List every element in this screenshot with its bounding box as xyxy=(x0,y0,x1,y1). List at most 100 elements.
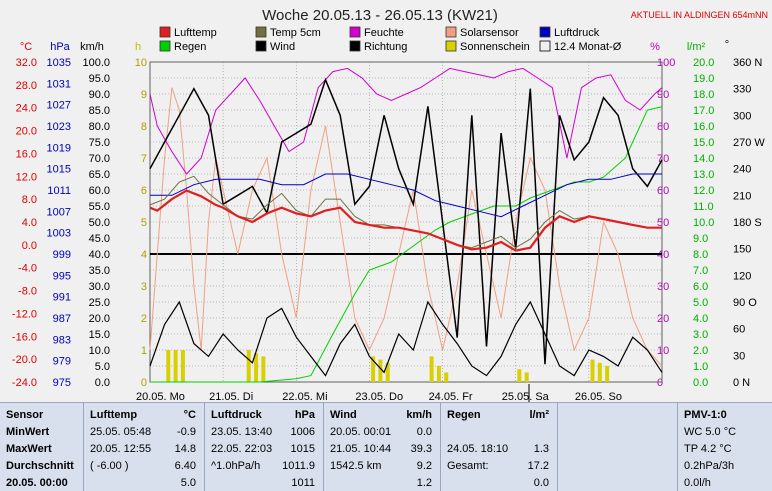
axis-lm2-tick: 8.0 xyxy=(693,249,708,261)
stats-lufttemp-min-value: -0.9 xyxy=(177,426,196,438)
axis-lm2-tick: 17.0 xyxy=(693,105,714,117)
axis-lm2-tick: 1.0 xyxy=(693,361,708,373)
stats-luftdruck-trend: ^1.0hPa/h xyxy=(211,460,261,472)
legend-label-5: Regen xyxy=(174,41,206,53)
stats-pmv-header: PMV-1:0 xyxy=(684,409,727,421)
axis-kmh-tick: 30.0 xyxy=(89,281,110,293)
legend-label-7: Richtung xyxy=(364,41,407,53)
axis-hpa-tick: 1003 xyxy=(47,228,71,240)
legend-swatch xyxy=(445,26,457,38)
axis-dir-tick: 360 N xyxy=(733,57,762,69)
stats-regen-unit: l/m² xyxy=(529,409,549,421)
axis-pct-tick: 80 xyxy=(657,121,669,133)
stats-lufttemp-avg-value: 6.40 xyxy=(174,460,196,472)
axis-lm2-tick: 14.0 xyxy=(693,153,714,165)
stats-wind-header: Wind xyxy=(330,409,357,421)
axis-kmh-tick: 75.0 xyxy=(89,137,110,149)
stats-luftdruck-min-value: 1006 xyxy=(290,426,315,438)
stats-luftdruck-max-time: 22.05. 22:03 xyxy=(211,443,273,455)
axis-hpa-tick: 1007 xyxy=(47,206,71,218)
axis-c-tick: 4.0 xyxy=(22,217,37,229)
legend-swatch xyxy=(445,40,457,52)
x-tick-label: 23.05. Do xyxy=(355,391,403,402)
axis-c-tick: 24.0 xyxy=(16,103,37,115)
axis-hpa-tick: 991 xyxy=(53,292,71,304)
axis-h-tick: 2 xyxy=(141,313,147,325)
legend-swatch xyxy=(255,26,267,38)
legend-label-8: Sonnenschein xyxy=(460,41,530,53)
axis-h-tick: 0 xyxy=(141,377,147,389)
stats-luftdruck-header: Luftdruck xyxy=(211,409,262,421)
sonnenschein-bar xyxy=(378,359,383,382)
axis-kmh-tick: 15.0 xyxy=(89,329,110,341)
legend-swatch xyxy=(159,40,171,52)
axis-kmh-tick: 40.0 xyxy=(89,249,110,261)
axis-hpa-tick: 1027 xyxy=(47,100,71,112)
axis-c-tick: 32.0 xyxy=(16,57,37,69)
stats-lufttemp-min-time: 25.05. 05:48 xyxy=(90,426,152,438)
axis-dir-tick: 330 xyxy=(733,84,751,96)
axis-c-tick: 20.0 xyxy=(16,126,37,138)
axis-unit-deg: ° xyxy=(725,39,729,51)
stats-regen-total-value: 17.2 xyxy=(527,460,549,472)
sonnenschein-bar xyxy=(261,356,266,382)
axis-kmh-tick: 80.0 xyxy=(89,121,110,133)
axis-c-tick: 16.0 xyxy=(16,148,37,160)
axis-kmh-tick: 95.0 xyxy=(89,73,110,85)
stats-col-spacer xyxy=(558,403,678,491)
axis-h-tick: 7 xyxy=(141,153,147,165)
axis-pct-tick: 90 xyxy=(657,89,669,101)
series-line-regen xyxy=(150,106,663,383)
axis-c-tick: 8.0 xyxy=(22,194,37,206)
axis-pct-tick: 50 xyxy=(657,217,669,229)
axis-c-tick: -20.0 xyxy=(12,354,37,366)
axis-unit-h: h xyxy=(135,41,141,53)
stats-luftdruck-max-value: 1015 xyxy=(290,443,315,455)
stats-lufttemp-avg-note: ( -6.00 ) xyxy=(90,460,129,472)
legend-label-1: Temp 5cm xyxy=(270,27,321,39)
axis-dir-tick: 210 xyxy=(733,190,751,202)
axis-pct-tick: 20 xyxy=(657,313,669,325)
x-tick-label: 26.05. So xyxy=(575,391,622,402)
sonnenschein-bar xyxy=(180,350,185,382)
legend-swatch xyxy=(349,40,361,52)
sonnenschein-bar xyxy=(166,350,171,382)
axis-kmh-tick: 5.0 xyxy=(95,361,110,373)
axis-dir-tick: 90 O xyxy=(733,297,757,309)
axis-c-tick: 12.0 xyxy=(16,171,37,183)
stats-regen-current-value: 0.0 xyxy=(533,477,549,489)
stats-regen-max-value: 1.3 xyxy=(533,443,549,455)
axis-pct-tick: 40 xyxy=(657,249,669,261)
axis-hpa-tick: 995 xyxy=(53,270,71,282)
axis-pct-tick: 0 xyxy=(657,377,663,389)
series-line-feuchte xyxy=(149,67,663,175)
sonnenschein-bar xyxy=(590,359,595,382)
sonnenschein-bar xyxy=(605,366,610,382)
axis-kmh-tick: 90.0 xyxy=(89,89,110,101)
axis-kmh-tick: 0.0 xyxy=(95,377,110,389)
axis-lm2-tick: 12.0 xyxy=(693,185,714,197)
x-tick-label: 25.05. Sa xyxy=(502,391,550,402)
stats-pmv-pressure-trend: 0.2hPa/3h xyxy=(684,460,735,472)
series-line-wind xyxy=(149,300,663,377)
axis-hpa-tick: 987 xyxy=(53,313,71,325)
axis-c-tick: -12.0 xyxy=(12,308,37,320)
chart-subtitle: AKTUELL IN ALDINGEN 654mNN xyxy=(631,10,768,20)
legend-swatch xyxy=(539,26,551,38)
axis-h-tick: 6 xyxy=(141,185,147,197)
legend-swatch xyxy=(159,26,171,38)
stats-label-min: MinWert xyxy=(6,426,50,438)
sonnenschein-bar xyxy=(173,350,178,382)
series-line-luftdruck xyxy=(150,173,662,218)
stats-col-luftdruck: Luftdruck hPa 23.05. 13:40 1006 22.05. 22:… xyxy=(205,403,324,491)
axis-h-tick: 5 xyxy=(141,217,147,229)
legend-label-0: Lufttemp xyxy=(174,27,217,39)
axis-kmh-tick: 35.0 xyxy=(89,265,110,277)
axis-c-tick: 28.0 xyxy=(16,80,37,92)
stats-label-max: MaxWert xyxy=(6,443,52,455)
weather-chart: Woche 20.05.13 - 26.05.13 (KW21) AKTUELL … xyxy=(11,7,768,413)
axis-dir-tick: 180 S xyxy=(733,217,762,229)
axis-dir-tick: 300 xyxy=(733,110,751,122)
stats-wind-min-time: 20.05. 00:01 xyxy=(330,426,392,438)
series-line-lufttemp xyxy=(149,189,662,252)
